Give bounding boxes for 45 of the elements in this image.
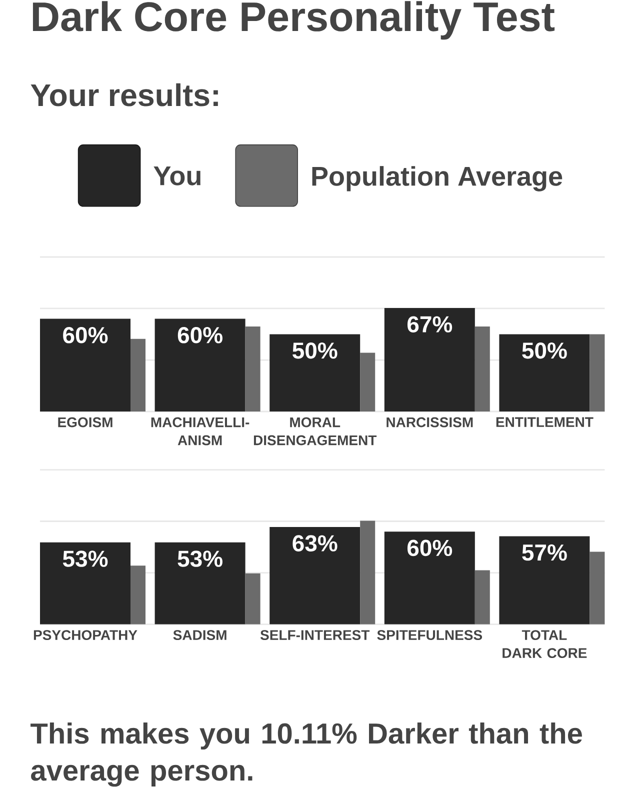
bar	[40, 542, 131, 624]
data-label: 60%	[407, 540, 452, 556]
bar	[499, 536, 590, 624]
bar	[474, 326, 490, 412]
x-tick-label: SPITEFULNESS	[377, 630, 482, 640]
data-label: 60%	[178, 327, 222, 344]
legend-label: You	[154, 166, 200, 186]
x-tick-label: NARCISSISM	[386, 417, 473, 428]
bar	[499, 334, 590, 412]
bar	[360, 520, 376, 624]
bar	[154, 318, 246, 412]
x-tick-label: ENTITLEMENT	[496, 417, 594, 427]
bar	[245, 573, 260, 624]
x-tick-label: TOTAL DARK CORE	[502, 630, 587, 658]
bar	[590, 334, 605, 412]
x-tick-label: EGOISM	[58, 417, 112, 428]
chart-subtitle: Your results:	[30, 83, 218, 106]
chart-title: Dark Core Personality Test	[32, 1, 555, 40]
bar	[245, 326, 260, 412]
bar	[590, 552, 605, 624]
bar	[154, 542, 246, 624]
data-label: 53%	[178, 550, 222, 567]
x-tick-label: PSYCHOPATHY	[34, 630, 138, 640]
bar	[474, 570, 490, 624]
bar	[384, 308, 475, 412]
data-label: 50%	[292, 342, 338, 359]
bar	[130, 566, 146, 624]
bar	[270, 526, 360, 624]
x-tick-label: SADISM	[173, 630, 226, 640]
bar	[270, 334, 360, 412]
bar	[40, 318, 131, 412]
legend-label: Population Average	[312, 166, 562, 192]
data-label: 63%	[292, 535, 338, 552]
text: This makes you 10.11% Darker than the average person.	[30, 722, 582, 787]
data-label: 67%	[407, 316, 452, 332]
data-label: 53%	[62, 550, 108, 567]
bar	[360, 352, 376, 412]
x-tick-label: MORAL DISENGAGEMENT	[254, 417, 377, 446]
bar	[130, 338, 146, 412]
x-tick-label: SELF-INTEREST	[260, 630, 370, 640]
bar	[384, 532, 475, 624]
data-label: 60%	[63, 327, 108, 344]
data-label: 50%	[522, 342, 567, 359]
data-label: 57%	[522, 544, 567, 561]
x-tick-label: MACHIAVELLI-ANISM	[151, 417, 250, 446]
